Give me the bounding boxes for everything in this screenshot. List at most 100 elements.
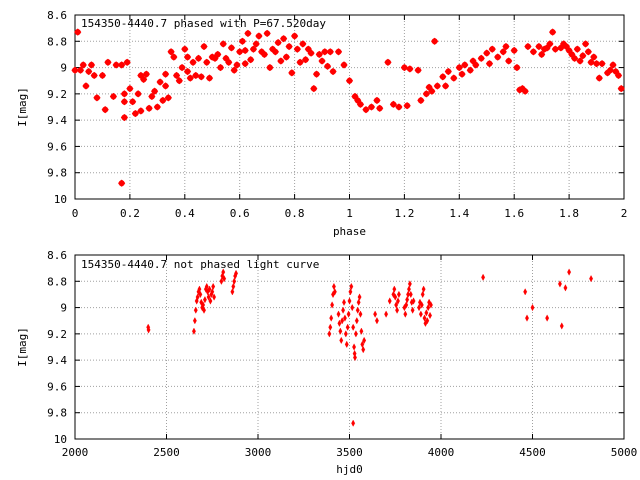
unphased-light-curve-panel: 2000 2500 3000 3500 4000 4500 5000 8.6 8.8 9 9.2 9.… — [16, 249, 637, 476]
data-point — [340, 317, 345, 325]
data-point — [342, 314, 347, 322]
y-tick-label: 10 — [54, 193, 67, 206]
data-point — [589, 275, 593, 283]
chart-title: 154350-4440.7 phased with P=67.520day — [81, 17, 326, 30]
x-tick-label: 0.4 — [175, 207, 195, 220]
data-point — [472, 61, 480, 69]
data-point — [134, 90, 142, 98]
x-tick-label: 1.6 — [504, 207, 524, 220]
data-point — [151, 87, 159, 95]
data-point — [419, 301, 424, 309]
x-tick-label: 1.8 — [559, 207, 579, 220]
chart-title: 154350-4440.7 not phased light curve — [81, 258, 319, 271]
data-point — [576, 57, 584, 65]
data-point — [461, 61, 469, 69]
y-tick-label: 8.6 — [47, 9, 67, 22]
x-axis-label: hjd0 — [336, 463, 363, 476]
data-point — [164, 94, 172, 102]
data-point — [195, 293, 200, 301]
data-point — [394, 301, 399, 309]
data-point — [422, 314, 427, 322]
data-point — [162, 82, 170, 90]
data-point — [266, 64, 274, 72]
data-point — [230, 66, 238, 74]
data-point — [375, 317, 379, 325]
data-point — [74, 28, 82, 36]
data-point — [137, 107, 145, 115]
data-point — [123, 58, 131, 66]
data-point — [203, 58, 211, 66]
data-point — [202, 306, 206, 314]
data-point — [232, 277, 237, 285]
data-point — [356, 298, 361, 306]
data-point — [120, 113, 128, 122]
data-point — [614, 71, 623, 80]
data-point — [339, 336, 344, 345]
data-point — [359, 327, 364, 335]
data-point — [336, 310, 341, 318]
data-point — [571, 54, 579, 62]
data-point — [212, 293, 217, 301]
data-point — [183, 67, 192, 76]
data-point — [234, 269, 238, 278]
data-point — [355, 306, 360, 314]
data-point — [194, 54, 203, 62]
x-tick-label: 5000 — [611, 446, 638, 459]
x-tick-label: 0 — [72, 207, 79, 220]
data-point — [211, 282, 216, 291]
data-point — [424, 309, 429, 317]
y-tick-label: 9.4 — [47, 354, 67, 367]
data-point — [71, 66, 79, 74]
data-point — [340, 61, 348, 69]
data-point — [411, 297, 416, 305]
data-point — [350, 303, 355, 312]
data-point — [356, 100, 365, 108]
data-point — [219, 277, 224, 285]
data-point — [428, 87, 436, 95]
data-point — [98, 71, 107, 80]
data-point — [307, 49, 315, 57]
data-point — [439, 73, 447, 81]
data-point — [549, 28, 557, 36]
data-point — [395, 306, 400, 314]
data-point — [87, 61, 96, 69]
data-point — [227, 44, 236, 52]
y-tick-label: 9 — [60, 62, 67, 75]
data-point — [590, 53, 598, 61]
y-tick-label: 9.4 — [47, 114, 67, 127]
data-point — [318, 57, 326, 65]
data-point — [291, 32, 299, 40]
data-point — [494, 53, 502, 61]
data-point — [595, 74, 603, 82]
data-point — [225, 58, 233, 66]
x-tick-label: 0.6 — [230, 207, 250, 220]
data-point — [203, 296, 207, 304]
data-point — [587, 58, 595, 66]
data-point — [429, 301, 433, 309]
data-point — [362, 106, 370, 114]
data-point — [431, 37, 439, 45]
data-point — [346, 310, 351, 318]
data-point — [502, 42, 510, 51]
data-point — [197, 73, 205, 81]
y-tick-label: 9.6 — [47, 140, 67, 153]
data-point — [395, 103, 403, 111]
data-point — [343, 330, 348, 338]
data-point — [280, 35, 288, 43]
data-point — [252, 40, 260, 48]
data-point — [442, 82, 450, 90]
data-point — [230, 288, 235, 296]
data-point — [353, 330, 358, 338]
data-point — [126, 85, 134, 93]
data-point — [428, 311, 432, 320]
data-point — [513, 64, 521, 72]
data-point — [545, 314, 550, 322]
data-point — [582, 40, 590, 48]
data-point — [592, 60, 601, 68]
data-point — [422, 90, 430, 98]
data-point — [481, 273, 486, 281]
data-point — [205, 74, 214, 82]
data-point — [567, 268, 572, 276]
data-point — [221, 268, 226, 276]
data-point — [76, 66, 85, 74]
